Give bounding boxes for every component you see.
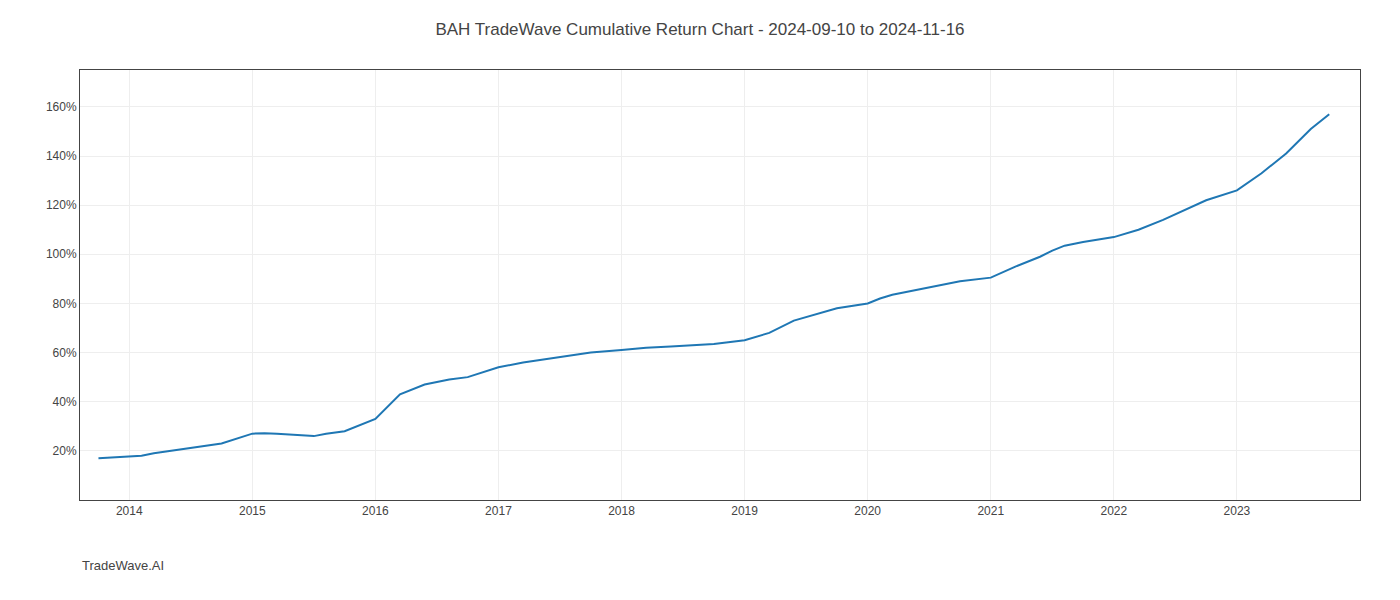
svg-text:2020: 2020: [854, 504, 881, 518]
svg-text:2019: 2019: [731, 504, 758, 518]
svg-text:2017: 2017: [485, 504, 512, 518]
svg-text:120%: 120%: [46, 198, 77, 212]
svg-text:2018: 2018: [608, 504, 635, 518]
svg-text:140%: 140%: [46, 149, 77, 163]
svg-text:80%: 80%: [53, 297, 77, 311]
svg-text:60%: 60%: [53, 346, 77, 360]
svg-text:TradeWave.AI: TradeWave.AI: [82, 558, 164, 573]
svg-text:BAH TradeWave Cumulative Retur: BAH TradeWave Cumulative Return Chart - …: [435, 20, 964, 39]
svg-text:2016: 2016: [362, 504, 389, 518]
svg-text:100%: 100%: [46, 247, 77, 261]
svg-text:2022: 2022: [1100, 504, 1127, 518]
svg-text:2015: 2015: [239, 504, 266, 518]
svg-text:160%: 160%: [46, 100, 77, 114]
svg-text:40%: 40%: [53, 395, 77, 409]
svg-text:2023: 2023: [1224, 504, 1251, 518]
svg-text:2021: 2021: [977, 504, 1004, 518]
svg-text:20%: 20%: [53, 444, 77, 458]
svg-text:2014: 2014: [116, 504, 143, 518]
